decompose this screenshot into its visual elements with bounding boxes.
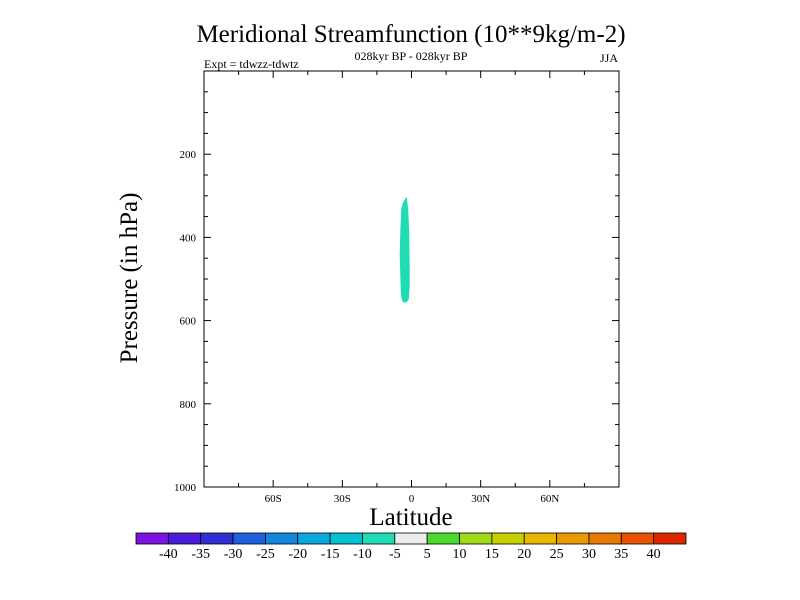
experiment-label: Expt = tdwzz-tdwtz — [204, 57, 299, 71]
plot-area: 200 400 600 800 1000 60S 30S 0 30N 60N — [174, 70, 620, 505]
chart-title: Meridional Streamfunction (10**9kg/m-2) — [196, 21, 625, 48]
x-tick-label: 60S — [265, 493, 282, 505]
y-tick-label: 1000 — [174, 482, 197, 494]
colorbar-label: -35 — [191, 547, 210, 562]
colorbar-label: 5 — [424, 547, 431, 562]
colorbar-label: -10 — [353, 547, 372, 562]
colorbar-swatch — [265, 532, 299, 545]
colorbar-label: -15 — [321, 547, 340, 562]
colorbar-swatch — [556, 532, 590, 545]
colorbar-label: 40 — [647, 547, 661, 562]
colorbar-label: 35 — [614, 547, 628, 562]
plot-background — [204, 71, 619, 487]
x-tick-label: 0 — [409, 493, 415, 505]
colorbar-label: -40 — [159, 547, 178, 562]
y-tick-label: 200 — [180, 149, 197, 161]
colorbar-swatch — [588, 532, 622, 545]
colorbar-label: 20 — [517, 547, 531, 562]
colorbar-label: -20 — [288, 547, 307, 562]
colorbar-label: -25 — [256, 547, 275, 562]
y-tick-label: 800 — [180, 399, 197, 411]
colorbar-swatch — [620, 532, 655, 545]
y-tick-label: 400 — [180, 232, 197, 244]
colorbar-label: -5 — [389, 547, 401, 562]
x-axis-label: Latitude — [369, 504, 452, 531]
colorbar-swatch — [459, 532, 493, 545]
colorbar-swatch — [491, 532, 525, 545]
season-label: JJA — [600, 51, 618, 65]
colorbar-swatch — [426, 532, 460, 545]
colorbar-label: 10 — [453, 547, 467, 562]
x-tick-label: 30N — [471, 493, 490, 505]
contour-region-0 — [399, 197, 410, 303]
colorbar-label: 25 — [550, 547, 564, 562]
x-tick-label: 60N — [540, 493, 559, 505]
x-tick-label: 30S — [334, 493, 351, 505]
colorbar-swatch — [297, 532, 331, 545]
colorbar-label: 30 — [582, 547, 596, 562]
colorbar-label: -30 — [224, 547, 243, 562]
colorbar-swatch — [200, 532, 234, 545]
colorbar: -40 -35 -30 -25 -20 -15 -10 -5 5 10 15 20 25 30 35 40 — [135, 532, 687, 562]
colorbar-swatch — [232, 532, 266, 545]
chart-subtitle: 028kyr BP - 028kyr BP — [355, 49, 468, 63]
colorbar-swatch — [394, 532, 428, 545]
colorbar-swatch — [329, 532, 363, 545]
colorbar-swatch — [362, 532, 396, 545]
colorbar-swatch — [135, 532, 169, 545]
colorbar-swatch — [167, 532, 202, 545]
y-axis-label: Pressure (in hPa) — [116, 193, 143, 364]
colorbar-swatch — [523, 532, 557, 545]
y-tick-label: 600 — [180, 316, 197, 328]
colorbar-swatch — [653, 532, 687, 545]
colorbar-label: 15 — [485, 547, 499, 562]
